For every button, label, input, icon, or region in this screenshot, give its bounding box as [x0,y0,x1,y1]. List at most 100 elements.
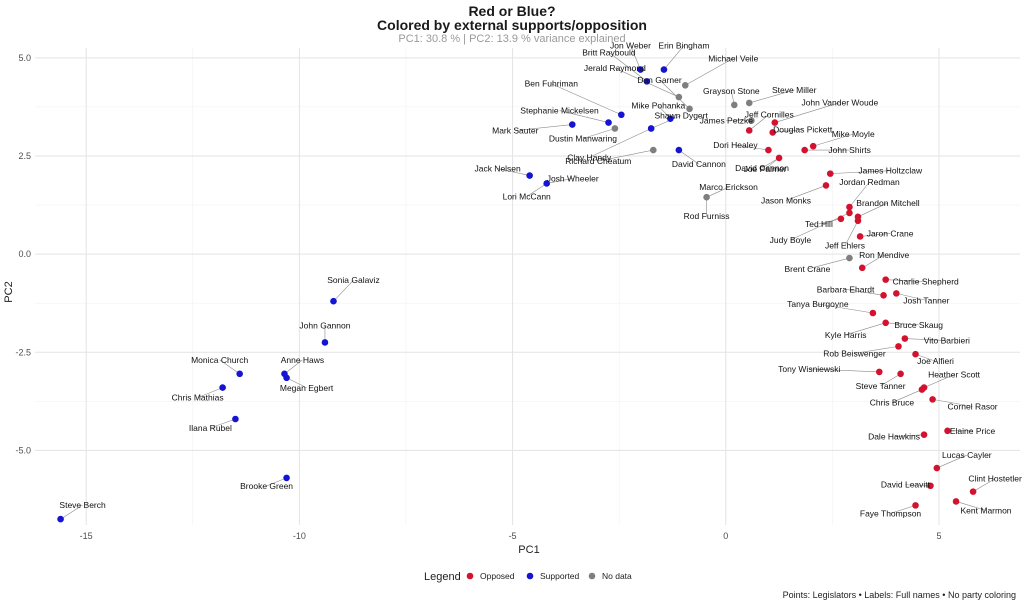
leader-line [678,149,700,165]
leader-line [885,322,919,326]
data-point [944,427,951,435]
point-label: David Cannon [672,159,726,169]
legend-title: Legend [424,571,461,583]
data-point [526,172,533,179]
data-point [809,142,817,150]
data-point [745,99,753,107]
point-label: Dan Garner [637,75,682,85]
data-point [771,119,779,126]
leader-line [915,353,936,362]
leader-line [905,484,931,487]
y-tick-label: 0.0 [18,249,31,259]
data-point [952,498,960,505]
data-point [822,182,830,189]
chart-caption: Points: Legislators • Labels: Full names… [782,590,1016,600]
chart-title: Red or Blue? [468,3,556,19]
point-label: James Petzke [700,116,754,126]
point-label: Mike Moyle [832,129,875,139]
point-labels: Steve Berch Brooke Green Ilana Rubel Chris … [59,41,1022,519]
point-label: Josh Tanner [903,295,949,305]
chart-subtitle: PC1: 30.8 % | PC2: 13.9 % variance expla… [398,33,626,45]
leader-line [219,359,240,375]
data-point [912,502,919,509]
data-point [875,368,883,376]
data-point [882,319,889,327]
point-label: Brandon Mitchell [856,198,919,208]
data-point [856,233,864,240]
data-point [283,474,290,482]
leader-line [932,399,973,407]
leader-line [546,178,573,184]
leader-line [497,168,530,176]
leader-line [830,170,891,174]
point-label: Ron Mendive [859,250,909,260]
data-point [846,203,853,211]
point-label: Dori Healey [713,140,758,150]
leader-line [663,45,685,70]
leader-line [785,185,827,201]
leader-line [749,114,770,131]
point-label: Ilana Rubel [189,423,232,433]
leader-line [651,115,682,129]
point-label: John Gannon [299,320,350,330]
data-point [929,396,936,403]
point-label: Lucas Cayler [942,450,992,460]
data-point [901,335,909,342]
data-point [568,121,576,128]
point-label: Douglas Pickett [773,124,833,134]
point-label: Jack Nelsen [474,164,521,174]
leader-line [630,45,641,70]
point-label: John Shirts [828,145,871,155]
legend-label: Opposed [480,571,515,581]
leader-line [896,293,927,301]
point-label: Erin Bingham [658,41,709,51]
x-tick-label: 5 [936,531,941,541]
data-point [57,515,64,523]
x-tick-label: 0 [723,531,728,541]
leader-line [891,389,923,403]
data-point [846,209,853,217]
data-point [826,170,834,177]
data-point [895,343,902,350]
point-label: Megan Egbert [280,383,334,393]
point-label: Brent Crane [785,264,831,274]
point-label: Britt Raybould [582,47,636,57]
leader-line [854,346,899,354]
point-label: Josh Wheeler [547,173,599,183]
legend-swatch [466,572,474,580]
y-tick-label: -2.5 [15,347,31,357]
data-point [660,66,668,73]
chart-title-line-2: Colored by external supports/opposition [377,17,647,33]
y-tick-label: -5.0 [15,445,31,455]
axis-ticks: -15 -10 -5 0 5 5.0 2.5 0.0 -2.5 -5.0 [15,53,941,541]
data-point [731,101,738,109]
point-label: Mark Sauter [492,126,538,136]
data-point [232,415,239,423]
data-point [686,105,693,113]
leader-line [582,128,616,139]
data-point [893,290,900,297]
point-label: Jordan Redman [839,177,900,187]
leader-line [844,220,859,246]
point-label: Grayson Stone [703,86,760,96]
leader-line [685,58,734,86]
leader-line [972,478,996,492]
y-tick-label: 5.0 [18,53,31,63]
leader-line [706,186,729,198]
data-point [675,146,683,154]
leader-line [559,110,609,123]
leader-line [659,79,690,110]
legend-swatch [588,572,596,580]
data-point [543,180,550,187]
point-label: Dustin Manwaring [549,133,617,143]
leader-line [333,280,354,302]
point-label: Sonia Galaviz [327,275,379,285]
point-label: Stephanie Mickelsen [520,106,599,116]
x-axis-title: PC1 [518,544,539,556]
data-point [703,193,710,201]
leader-line [735,144,769,151]
leader-line [598,149,654,162]
leader-line [936,454,967,469]
point-label: Richard Cheatum [565,156,631,166]
